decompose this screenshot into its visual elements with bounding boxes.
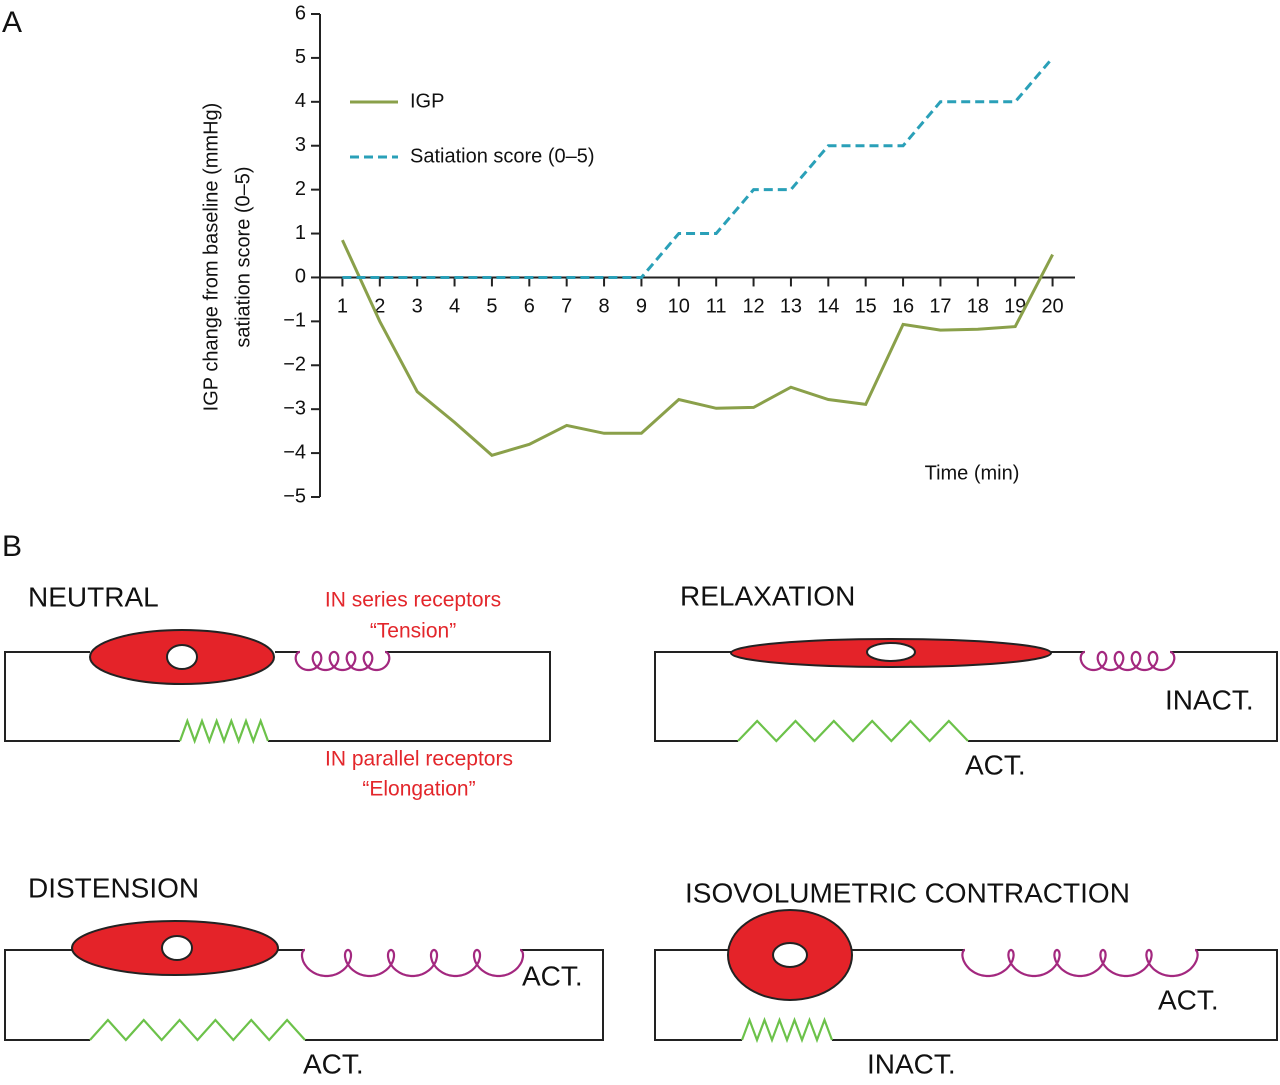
x-tick-label: 16 (892, 296, 914, 318)
state-label: ACT. (1158, 984, 1219, 1015)
y-tick-label: 0 (295, 266, 306, 288)
y-tick-label: −4 (283, 441, 306, 463)
x-tick-label: 9 (636, 296, 647, 318)
diagram-title: ISOVOLUMETRIC CONTRACTION (685, 877, 1130, 908)
x-tick-label: 4 (449, 296, 460, 318)
x-tick-label: 3 (412, 296, 423, 318)
legend-label: IGP (410, 90, 444, 112)
series-receptor (1079, 650, 1176, 672)
y-tick-label: 6 (295, 2, 306, 24)
panel-label: B (2, 530, 22, 563)
y-tick-label: −2 (283, 354, 306, 376)
x-tick-label: 5 (486, 296, 497, 318)
state-label: ACT. (965, 749, 1026, 780)
parallel-receptor (737, 719, 969, 743)
x-tick-label: 7 (561, 296, 572, 318)
x-tick-label: 6 (524, 296, 535, 318)
series-receptor (961, 948, 1199, 978)
x-tick-label: 20 (1041, 296, 1063, 318)
nucleus (866, 642, 916, 662)
y-axis-label: satiation score (0–5) (232, 166, 254, 347)
frame (4, 949, 604, 1041)
y-tick-label: 4 (295, 90, 306, 112)
diagram-title: DISTENSION (28, 872, 199, 903)
nucleus (772, 942, 808, 968)
frame (4, 651, 551, 742)
x-tick-label: 18 (967, 296, 989, 318)
x-tick-label: 17 (929, 296, 951, 318)
nucleus (166, 644, 198, 670)
frame (654, 949, 1278, 1041)
panel-label: A (2, 6, 22, 39)
x-tick-label: 14 (817, 296, 839, 318)
state-label: INACT. (867, 1048, 956, 1079)
state-label: ACT. (303, 1048, 364, 1079)
parallel-receptor (740, 1016, 834, 1044)
x-axis-label: Time (min) (925, 462, 1020, 484)
diagram-title: NEUTRAL (28, 581, 159, 612)
y-tick-label: −3 (283, 397, 306, 419)
y-tick-label: 2 (295, 178, 306, 200)
y-tick-label: 1 (295, 222, 306, 244)
x-tick-label: 12 (742, 296, 764, 318)
x-tick-label: 8 (598, 296, 609, 318)
receptor-label: “Tension” (370, 620, 456, 643)
diagram-isovolumetric: ISOVOLUMETRIC CONTRACTION ACT. INACT. (654, 877, 1278, 1079)
nucleus (161, 935, 193, 961)
state-label: INACT. (1165, 684, 1254, 715)
receptor-label: “Elongation” (362, 778, 475, 801)
series-receptor (300, 948, 525, 978)
x-tick-label: 2 (374, 296, 385, 318)
diagram-title: RELAXATION (680, 580, 855, 611)
y-tick-label: 5 (295, 46, 306, 68)
series-line (341, 239, 1054, 457)
series-receptor (294, 650, 391, 672)
receptor-label: IN series receptors (325, 589, 501, 612)
x-tick-label: 1 (337, 296, 348, 318)
x-tick-label: 15 (855, 296, 877, 318)
x-tick-label: 11 (706, 296, 727, 318)
frame (654, 651, 1278, 742)
x-tick-label: 13 (780, 296, 802, 318)
receptor-label: IN parallel receptors (325, 748, 513, 771)
x-tick-label: 19 (1004, 296, 1026, 318)
state-label: ACT. (522, 960, 583, 991)
y-axis-label: IGP change from baseline (mmHg) (200, 103, 222, 412)
series-line (342, 56, 1054, 279)
diagram-distension: DISTENSION ACT. ACT. (4, 872, 604, 1079)
legend-label: Satiation score (0–5) (410, 145, 595, 167)
diagram-relaxation: RELAXATION INACT. ACT. (654, 580, 1278, 780)
parallel-receptor (89, 1018, 306, 1042)
y-tick-label: −1 (283, 310, 306, 332)
diagram-neutral: NEUTRAL IN series receptors “Tension” IN… (4, 581, 551, 801)
x-tick-label: 10 (668, 296, 690, 318)
y-tick-label: 3 (295, 134, 306, 156)
y-tick-label: −5 (283, 485, 306, 507)
parallel-receptor (178, 717, 270, 745)
